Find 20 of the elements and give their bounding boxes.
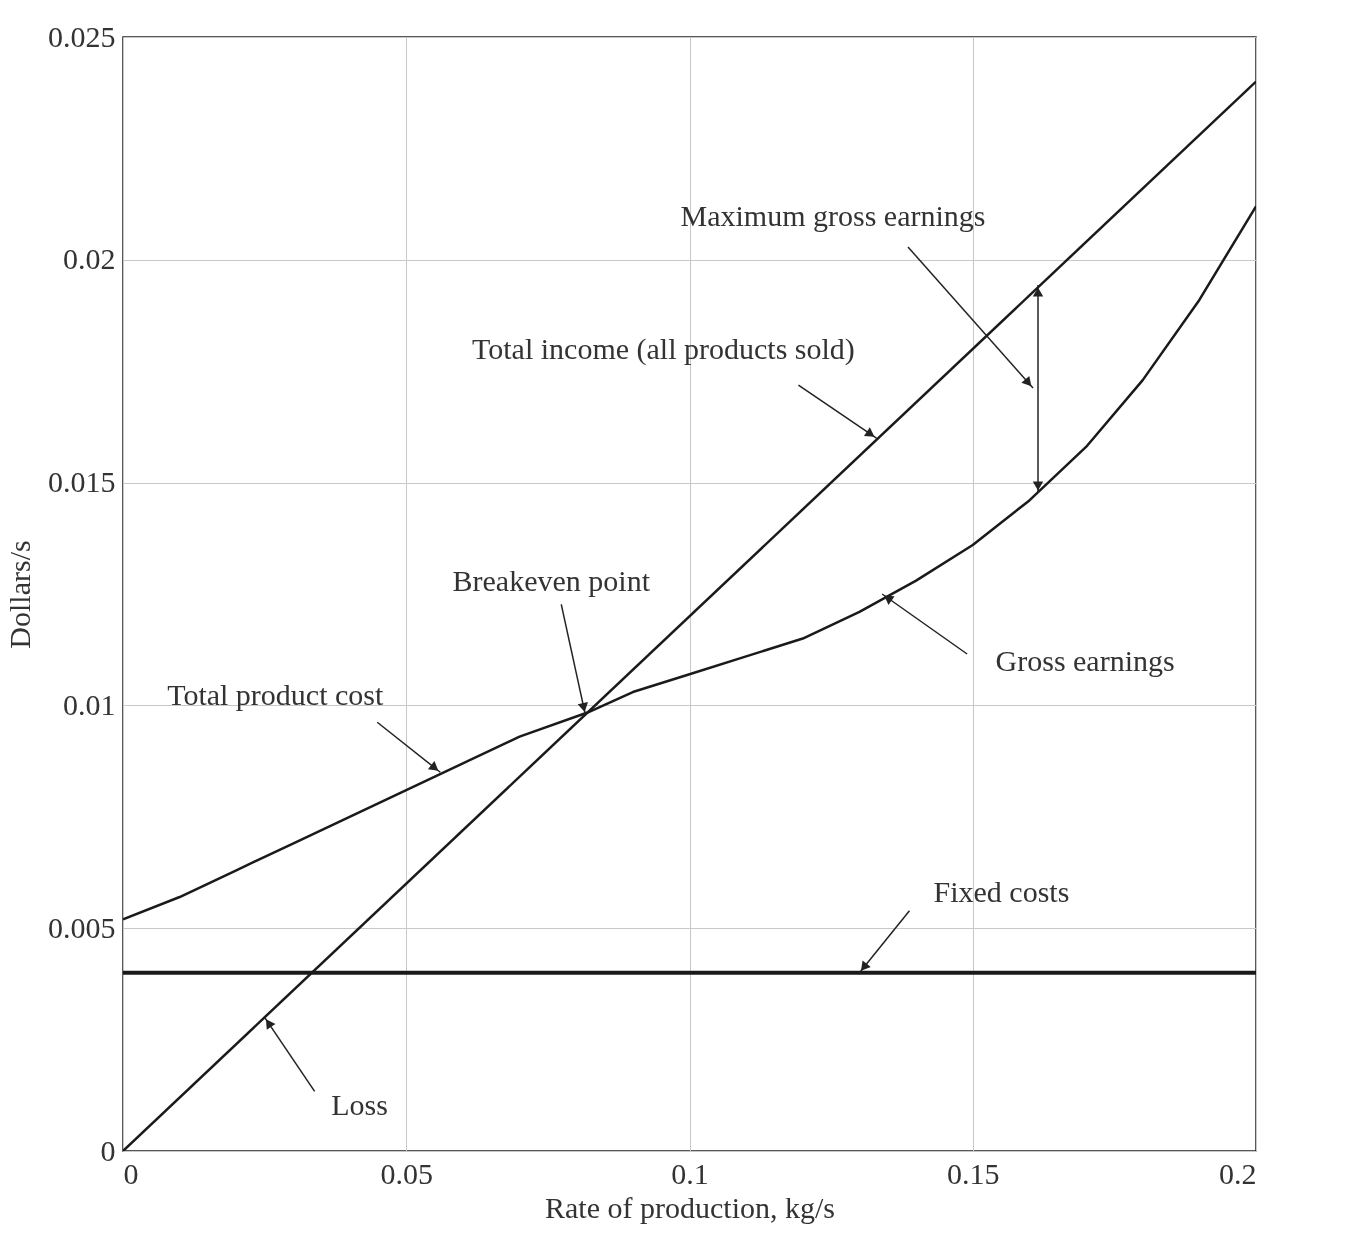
- annotation: Gross earnings: [995, 644, 1175, 677]
- annotation: Maximum gross earnings: [680, 199, 986, 232]
- annotation: Total product cost: [167, 678, 384, 712]
- x-axis-title: Rate of production, kg/s: [545, 1190, 835, 1224]
- y-tick-label: 0: [100, 1133, 116, 1167]
- y-tick-label: 0.005: [48, 910, 116, 944]
- y-tick-label: 0.015: [48, 465, 116, 499]
- annotation: Total income (all products sold): [472, 332, 855, 367]
- x-tick-label: 0.1: [671, 1156, 709, 1190]
- annotation: Fixed costs: [933, 874, 1070, 908]
- x-tick-label: 0.15: [947, 1156, 1000, 1190]
- y-tick-label: 0.01: [63, 687, 116, 721]
- y-tick-label: 0.02: [63, 242, 116, 276]
- annotation: Loss: [331, 1088, 388, 1122]
- y-tick-label: 0.025: [48, 19, 116, 53]
- x-tick-label: 0: [123, 1156, 139, 1190]
- annotation: Breakeven point: [452, 564, 651, 598]
- x-tick-label: 0.05: [380, 1156, 433, 1190]
- x-tick-label: 0.2: [1219, 1156, 1257, 1190]
- y-axis-title: Dollars/s: [3, 540, 36, 649]
